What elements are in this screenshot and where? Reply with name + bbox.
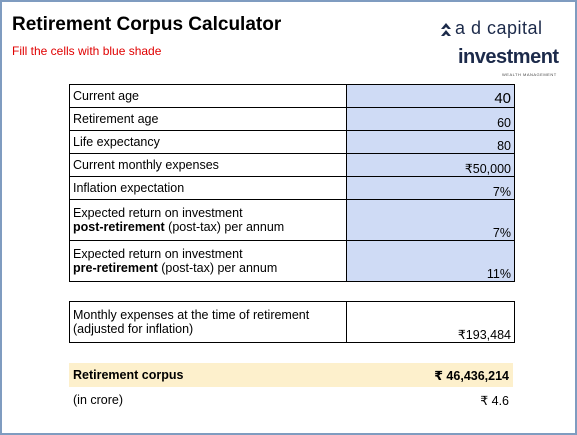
label: Expected return on investment post-retire… bbox=[69, 199, 347, 241]
label-rest: (post-tax) per annum bbox=[164, 220, 285, 234]
output-table: Monthly expenses at the time of retireme… bbox=[69, 301, 515, 343]
input-cell[interactable]: 11% bbox=[346, 240, 515, 282]
logo-text: investment bbox=[458, 46, 559, 68]
label: Current age bbox=[69, 84, 347, 108]
label-line: Expected return on investment bbox=[73, 206, 243, 220]
crore-row: (in crore) ₹ 4.6 bbox=[69, 388, 513, 410]
label-bold: post-retirement bbox=[73, 220, 165, 234]
output-cell: ₹193,484 bbox=[346, 301, 515, 343]
logo-icon bbox=[441, 23, 451, 36]
input-cell[interactable]: 7% bbox=[346, 199, 515, 241]
label: Life expectancy bbox=[69, 130, 347, 154]
logo-text: a d capital bbox=[455, 18, 543, 38]
label-line: (adjusted for inflation) bbox=[73, 322, 194, 336]
input-cell[interactable]: 60 bbox=[346, 107, 515, 131]
input-table: Current age 40 Retirement age 60 Life expe… bbox=[69, 84, 515, 282]
label: Expected return on investment pre-retirem… bbox=[69, 240, 347, 282]
label-bold: pre-retirement bbox=[73, 261, 158, 275]
label-line: Expected return on investment bbox=[73, 247, 243, 261]
value: ₹ 4.6 bbox=[480, 394, 509, 408]
label: Retirement age bbox=[69, 107, 347, 131]
label: Retirement corpus bbox=[73, 368, 184, 382]
label-line: Monthly expenses at the time of retireme… bbox=[73, 308, 310, 322]
input-cell[interactable]: ₹50,000 bbox=[346, 153, 515, 177]
logo-tagline: WEALTH MANAGEMENT bbox=[502, 72, 557, 77]
input-cell[interactable]: 80 bbox=[346, 130, 515, 154]
corpus-row: Retirement corpus ₹ 46,436,214 bbox=[69, 363, 513, 387]
input-cell[interactable]: 40 bbox=[346, 84, 515, 108]
label: (in crore) bbox=[73, 393, 124, 407]
value: ₹ 46,436,214 bbox=[434, 369, 509, 383]
label: Current monthly expenses bbox=[69, 153, 347, 177]
subtitle: Fill the cells with blue shade bbox=[12, 44, 162, 58]
label: Inflation expectation bbox=[69, 176, 347, 200]
title: Retirement Corpus Calculator bbox=[12, 14, 282, 35]
label: Monthly expenses at the time of retireme… bbox=[69, 301, 347, 343]
label-rest: (post-tax) per annum bbox=[157, 261, 278, 275]
input-cell[interactable]: 7% bbox=[346, 176, 515, 200]
